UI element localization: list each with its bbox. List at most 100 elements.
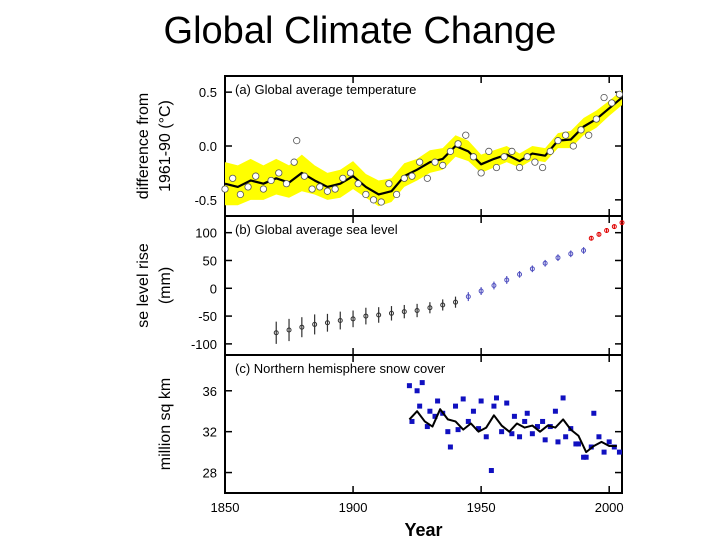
snow-cover-point	[419, 380, 425, 386]
temperature-point	[400, 174, 408, 182]
x-tick-label: 1950	[467, 500, 496, 515]
temperature-point	[562, 131, 570, 139]
snow-cover-point	[478, 398, 484, 404]
temperature-point	[569, 142, 577, 150]
y-tick-label: 0.5	[199, 85, 217, 100]
temperature-point	[244, 183, 252, 191]
snow-cover-point	[483, 434, 489, 440]
panel-0: (a) Global average temperature 0.5 0.0 -0.5…	[135, 75, 624, 217]
temperature-point	[221, 185, 229, 193]
snow-cover-smoothed-line	[408, 408, 617, 454]
snow-cover-point	[465, 418, 471, 424]
snow-cover-point	[447, 444, 453, 450]
temperature-point	[252, 172, 260, 180]
temperature-point	[339, 174, 347, 182]
slide-title: Global Climate Change	[163, 10, 557, 52]
sea-level-point	[604, 227, 610, 233]
temperature-point	[454, 140, 462, 148]
temperature-point	[354, 180, 362, 188]
sea-level-point	[619, 220, 625, 226]
snow-cover-point	[493, 395, 499, 401]
panel-2: (c) Northern hemisphere snow cover 36 32 28…	[157, 354, 623, 494]
sea-level-point	[465, 294, 471, 300]
snow-cover-point	[616, 449, 622, 455]
temperature-point	[500, 153, 508, 161]
x-tick-label: 1850	[211, 500, 240, 515]
snow-cover-point	[491, 403, 497, 409]
sea-level-point	[504, 277, 510, 283]
y-tick-label: 50	[203, 253, 217, 268]
sea-level-point	[414, 308, 420, 314]
sea-level-point	[273, 330, 279, 336]
sea-level-point	[286, 327, 292, 333]
temperature-point	[585, 131, 593, 139]
temperature-point	[282, 180, 291, 188]
snow-cover-point	[575, 441, 581, 447]
snow-cover-point	[470, 408, 476, 414]
snow-cover-point	[563, 434, 569, 440]
sea-level-point	[568, 251, 574, 257]
temperature-point	[546, 147, 554, 155]
snow-cover-point	[583, 454, 589, 460]
snow-cover-point	[406, 383, 412, 389]
sea-level-point	[427, 305, 433, 311]
y-tick-label: 28	[203, 466, 217, 481]
temperature-point	[554, 137, 562, 145]
snow-cover-point	[581, 454, 587, 460]
snow-cover-point	[414, 388, 420, 394]
y-tick-label: 36	[203, 384, 217, 399]
y-tick-label: 0.0	[199, 139, 217, 154]
temperature-point	[523, 153, 531, 161]
temperature-point	[393, 190, 401, 199]
panel-title: (a) Global average temperature	[235, 82, 416, 97]
snow-cover-point	[540, 418, 546, 424]
temperature-point	[362, 190, 370, 199]
temperature-point	[236, 190, 244, 199]
sea-level-point	[588, 235, 594, 241]
temperature-point	[377, 198, 385, 206]
y-tick-label: 100	[195, 226, 217, 241]
snow-cover-point	[596, 434, 602, 440]
temperature-point	[323, 187, 332, 195]
temperature-point	[293, 137, 301, 145]
sea-level-point	[363, 313, 369, 319]
temperature-point	[508, 147, 516, 155]
snow-cover-point	[534, 424, 540, 430]
snow-cover-point	[524, 410, 530, 416]
temperature-point	[308, 185, 316, 193]
x-axis-label: Year	[404, 520, 442, 540]
snow-cover-point	[560, 395, 566, 401]
snow-cover-point	[417, 403, 423, 409]
snow-cover-point	[435, 398, 441, 404]
snow-cover-point	[453, 403, 459, 409]
temperature-point	[431, 158, 439, 166]
temperature-point	[300, 172, 308, 180]
temperature-point	[346, 169, 355, 177]
snow-cover-point	[445, 429, 451, 435]
temperature-point	[477, 169, 485, 177]
temperature-point	[408, 172, 416, 180]
temperature-point	[275, 169, 283, 177]
snow-cover-point	[424, 424, 430, 430]
temperature-point	[316, 183, 324, 191]
temperature-point	[608, 99, 616, 107]
sea-level-point	[555, 255, 561, 261]
uncertainty-band	[225, 90, 622, 207]
sea-level-point	[478, 288, 484, 294]
temperature-point	[331, 185, 339, 193]
sea-level-point	[596, 231, 602, 237]
temperature-point	[462, 131, 470, 139]
sea-level-point	[401, 309, 407, 315]
sea-level-point	[388, 310, 394, 316]
temperature-point	[423, 174, 431, 182]
snow-cover-point	[601, 449, 607, 455]
sea-level-point	[324, 320, 330, 326]
temperature-point	[416, 158, 424, 166]
sea-level-point	[312, 321, 318, 327]
temperature-point	[531, 158, 539, 166]
snow-cover-point	[499, 429, 505, 435]
y-tick-label: -50	[198, 309, 217, 324]
panel-title: (b) Global average sea level	[235, 222, 398, 237]
sea-level-point	[453, 299, 459, 305]
